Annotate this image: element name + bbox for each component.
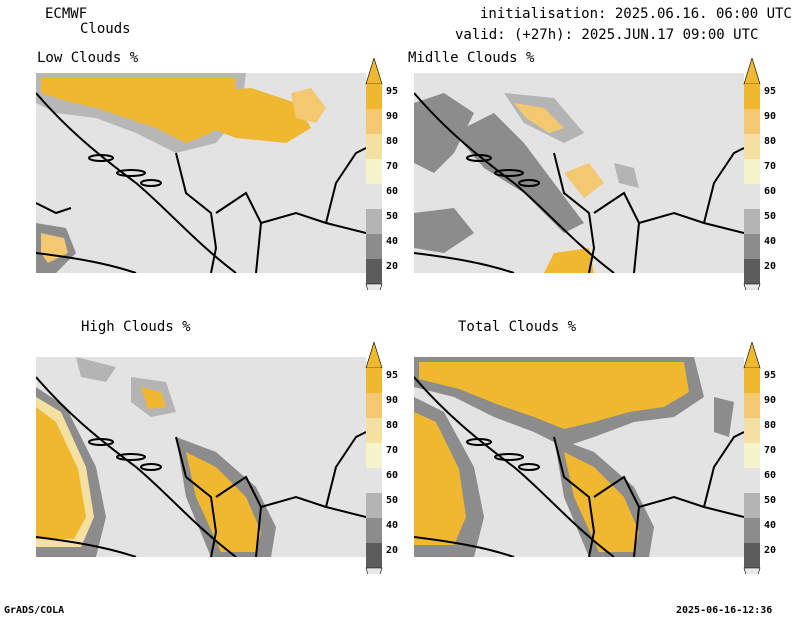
colorbar-band — [744, 368, 760, 393]
init-time: initialisation: 2025.06.16. 06:00 UTC — [480, 6, 792, 22]
panel-title-low: Low Clouds % — [37, 50, 139, 66]
colorbar-bottom-arrow — [365, 567, 383, 596]
high-clouds-map — [36, 357, 366, 557]
colorbar-tick-label: 40 — [764, 236, 777, 247]
colorbar-tick-label: 50 — [386, 211, 399, 222]
colorbar-tick-label: 95 — [764, 370, 777, 381]
colorbar-band — [744, 109, 760, 134]
colorbar-band — [744, 134, 760, 159]
colorbar-band — [366, 493, 382, 518]
colorbar-tick-label: 20 — [386, 545, 399, 556]
colorbar-tick-label: 20 — [764, 261, 777, 272]
colorbar-band — [744, 259, 760, 284]
colorbar-tick-label: 50 — [764, 211, 777, 222]
colorbar-band — [366, 259, 382, 284]
colorbar-band — [366, 543, 382, 568]
panel-title-total: Total Clouds % — [458, 319, 577, 335]
colorbar-tick-label: 80 — [386, 420, 399, 431]
colorbar-top-arrow — [743, 56, 761, 85]
colorbar-low: 95 90 80 70 60 50 40 20 — [364, 56, 418, 312]
colorbar-tick-label: 20 — [764, 545, 777, 556]
colorbar-graphic — [743, 56, 761, 312]
colorbar-tick-label: 70 — [386, 445, 399, 456]
colorbar-tick-label: 40 — [386, 236, 399, 247]
colorbar-band — [744, 184, 760, 209]
colorbar-tick-label: 70 — [764, 161, 777, 172]
colorbar-band — [744, 518, 760, 543]
colorbar-top-arrow — [743, 340, 761, 369]
colorbar-tick-label: 90 — [764, 111, 777, 122]
colorbar-tick-label: 95 — [386, 86, 399, 97]
colorbar-tick-label: 40 — [764, 520, 777, 531]
colorbar-top-arrow — [365, 56, 383, 85]
colorbar-band — [744, 468, 760, 493]
colorbar-tick-label: 50 — [764, 495, 777, 506]
colorbar-band — [366, 518, 382, 543]
map-panel-middle-clouds — [414, 73, 744, 273]
colorbar-bottom-arrow — [743, 567, 761, 596]
colorbar-total: 95 90 80 70 60 50 40 20 — [742, 340, 796, 596]
colorbar-band — [744, 418, 760, 443]
colorbar-graphic — [743, 340, 761, 596]
colorbar-tick-label: 70 — [764, 445, 777, 456]
colorbar-tick-label: 80 — [386, 136, 399, 147]
colorbar-top-arrow — [365, 340, 383, 369]
colorbar-tick-label: 20 — [386, 261, 399, 272]
total-clouds-map — [414, 357, 744, 557]
colorbar-tick-label: 60 — [764, 186, 777, 197]
colorbar-tick-label: 40 — [386, 520, 399, 531]
colorbar-band — [366, 84, 382, 109]
colorbar-tick-label: 60 — [764, 470, 777, 481]
colorbar-band — [366, 418, 382, 443]
colorbar-bottom-arrow — [743, 283, 761, 312]
colorbar-tick-label: 60 — [386, 186, 399, 197]
colorbar-band — [744, 159, 760, 184]
colorbar-tick-label: 90 — [764, 395, 777, 406]
colorbar-band — [744, 209, 760, 234]
colorbar-band — [366, 234, 382, 259]
colorbar-band — [366, 159, 382, 184]
colorbar-band — [366, 443, 382, 468]
colorbar-tick-label: 90 — [386, 395, 399, 406]
colorbar-band — [744, 543, 760, 568]
colorbar-band — [744, 84, 760, 109]
colorbar-graphic — [365, 340, 383, 596]
valid-time: valid: (+27h): 2025.JUN.17 09:00 UTC — [455, 27, 759, 43]
colorbar-band — [366, 109, 382, 134]
footer-software: GrADS/COLA — [4, 605, 65, 616]
colorbar-middle: 95 90 80 70 60 50 40 20 — [742, 56, 796, 312]
colorbar-tick-label: 90 — [386, 111, 399, 122]
colorbar-band — [366, 184, 382, 209]
colorbar-high: 95 90 80 70 60 50 40 20 — [364, 340, 418, 596]
colorbar-tick-label: 60 — [386, 470, 399, 481]
footer-timestamp: 2025-06-16-12:36 — [676, 605, 773, 616]
colorbar-tick-label: 70 — [386, 161, 399, 172]
product-name: Clouds — [80, 21, 131, 37]
colorbar-band — [744, 234, 760, 259]
colorbar-graphic — [365, 56, 383, 312]
colorbar-bottom-arrow — [365, 283, 383, 312]
map-panel-low-clouds — [36, 73, 366, 273]
colorbar-band — [744, 443, 760, 468]
panel-title-middle: Midlle Clouds % — [408, 50, 535, 66]
map-panel-total-clouds — [414, 357, 744, 557]
low-clouds-map — [36, 73, 366, 273]
colorbar-band — [366, 468, 382, 493]
middle-clouds-map — [414, 92, 744, 273]
panel-title-high: High Clouds % — [81, 319, 191, 335]
colorbar-band — [744, 393, 760, 418]
colorbar-tick-label: 80 — [764, 136, 777, 147]
colorbar-tick-label: 80 — [764, 420, 777, 431]
model-name: ECMWF — [45, 6, 88, 22]
colorbar-band — [744, 493, 760, 518]
colorbar-band — [366, 209, 382, 234]
colorbar-tick-label: 95 — [764, 86, 777, 97]
colorbar-tick-label: 95 — [386, 370, 399, 381]
colorbar-band — [366, 393, 382, 418]
colorbar-band — [366, 368, 382, 393]
colorbar-band — [366, 134, 382, 159]
map-panel-high-clouds — [36, 357, 366, 557]
colorbar-tick-label: 50 — [386, 495, 399, 506]
